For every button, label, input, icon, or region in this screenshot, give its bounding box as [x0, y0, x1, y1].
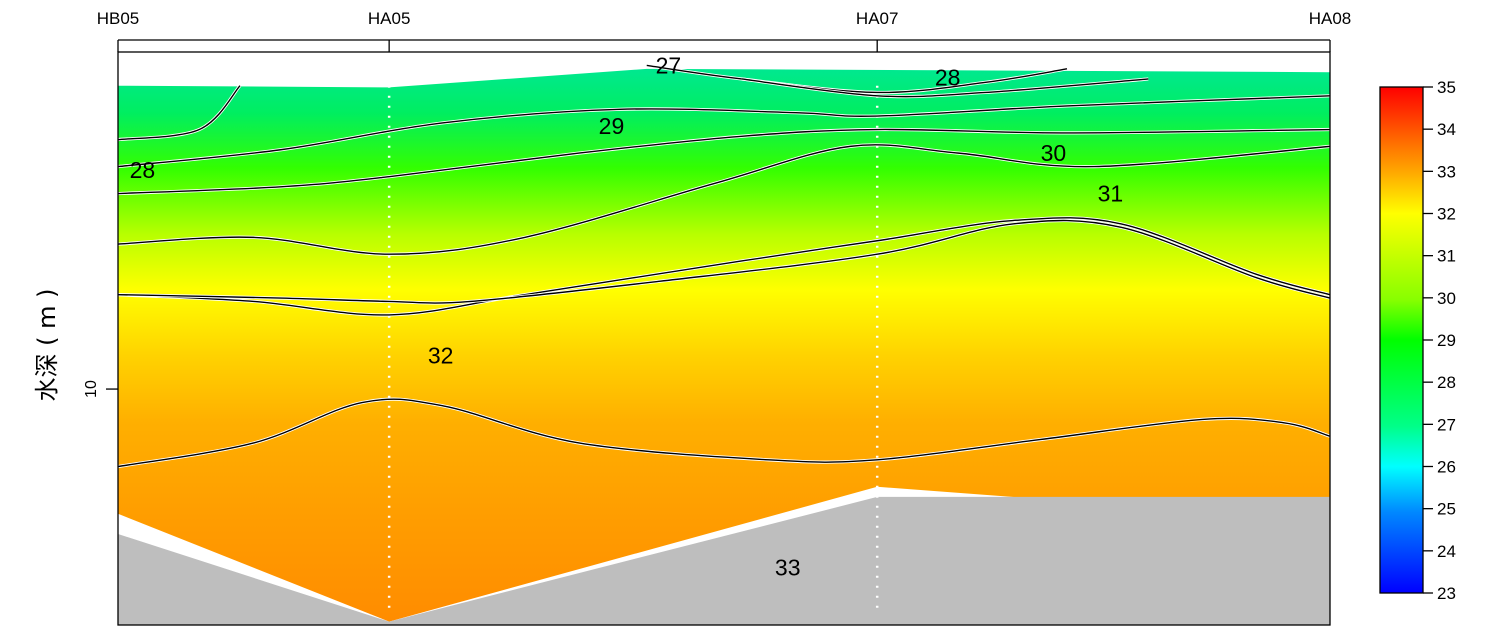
station-axis: HB05 HA05 HA07 HA08 [97, 9, 1352, 52]
plot-frame [117, 51, 1331, 626]
contour-lines [118, 63, 1330, 469]
contour-line-29 [118, 95, 1330, 168]
colorbar: 35 34 33 32 31 30 29 28 27 26 25 24 23 [1379, 78, 1456, 603]
field-polygon [118, 68, 1330, 622]
contour-label-28: 28 [130, 157, 156, 183]
contour-line-30 [118, 128, 1330, 195]
colorbar-tick-label: 25 [1437, 500, 1456, 519]
station-label: HA08 [1309, 9, 1352, 28]
contour-label-33: 33 [775, 555, 801, 581]
colorbar-tick-label: 28 [1437, 373, 1456, 392]
colorbar-tick-label: 35 [1437, 78, 1456, 97]
colorbar-tick-label: 29 [1437, 331, 1456, 350]
colorbar-tick-label: 27 [1437, 415, 1456, 434]
station-label: HA07 [856, 9, 899, 28]
depth-tick-label: 10 [83, 380, 100, 398]
contour-line-32 [118, 219, 1330, 304]
contour-line-28 [118, 85, 241, 141]
colorbar-tick-label: 33 [1437, 162, 1456, 181]
contour-line-31 [118, 144, 1330, 255]
station-lines [387, 85, 879, 609]
contour-line-31 [118, 217, 1330, 316]
colorbar-tick-label: 34 [1437, 120, 1456, 139]
contour-line-33 [118, 398, 1330, 468]
colorbar-tick-label: 26 [1437, 458, 1456, 477]
contour-line-28 [741, 78, 1149, 98]
temperature-field [118, 68, 1330, 622]
contour-label-28: 28 [935, 64, 961, 90]
contour-label-32: 32 [428, 342, 454, 368]
station-label: HA05 [368, 9, 411, 28]
contour-label-30: 30 [1041, 140, 1067, 166]
colorbar-tick-label: 32 [1437, 205, 1456, 224]
colorbar-tick-label: 24 [1437, 542, 1456, 561]
contour-label-29: 29 [599, 113, 625, 139]
seabed [118, 496, 1330, 625]
contour-line-27 [646, 64, 1068, 94]
contour-label-31: 31 [1098, 181, 1124, 207]
colorbar-tick-label: 30 [1437, 289, 1456, 308]
y-axis-label: 水深 ( m ) [33, 289, 61, 402]
station-label: HB05 [97, 9, 140, 28]
colorbar-tick-label: 23 [1437, 584, 1456, 603]
depth-axis: 10 [83, 380, 118, 398]
contour-labels: 27 28 28 29 30 31 32 33 [130, 52, 1124, 581]
colorbar-tick-label: 31 [1437, 247, 1456, 266]
contour-label-27: 27 [656, 52, 682, 78]
seabed-polygon [118, 496, 1330, 625]
colorbar-gradient [1379, 86, 1424, 594]
